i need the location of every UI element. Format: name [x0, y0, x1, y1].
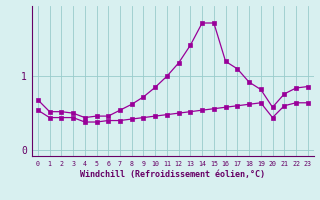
X-axis label: Windchill (Refroidissement éolien,°C): Windchill (Refroidissement éolien,°C)	[80, 170, 265, 179]
